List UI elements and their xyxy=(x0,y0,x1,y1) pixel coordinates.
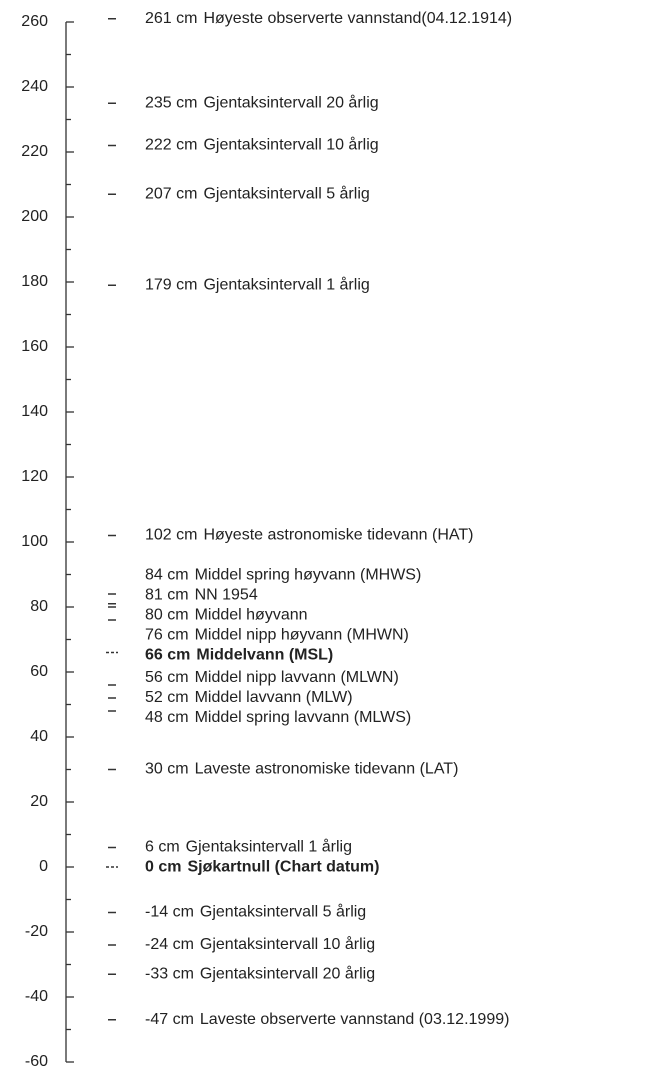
level-label: 30 cm Laveste astronomiske tidevann (LAT) xyxy=(145,761,458,778)
level-label: 48 cm Middel spring lavvann (MLWS) xyxy=(145,709,411,726)
level-value-label: 80 cm xyxy=(145,607,189,624)
level-label: 235 cm Gjentaksintervall 20 årlig xyxy=(145,93,379,111)
y-tick-label: 0 xyxy=(39,858,48,875)
level-label: 102 cm Høyeste astronomiske tidevann (HAT… xyxy=(145,527,473,544)
level-label: 66 cm Middelvann (MSL) xyxy=(145,647,333,664)
level-value-label: 207 cm xyxy=(145,185,197,202)
level-label: 6 cm Gjentaksintervall 1 årlig xyxy=(145,837,352,855)
level-value-label: 52 cm xyxy=(145,689,189,706)
level-name: Middelvann (MSL) xyxy=(196,647,333,664)
level-name: Gjentaksintervall 5 årlig xyxy=(203,184,369,202)
level-label: 0 cm Sjøkartnull (Chart datum) xyxy=(145,858,379,875)
level-name: Høyeste astronomiske tidevann (HAT) xyxy=(203,527,473,544)
y-tick-label: 260 xyxy=(21,13,48,30)
level-value-label: 56 cm xyxy=(145,669,189,686)
level-value-label: 261 cm xyxy=(145,10,197,27)
level-label: 56 cm Middel nipp lavvann (MLWN) xyxy=(145,669,399,686)
level-label: 81 cm NN 1954 xyxy=(145,587,258,604)
level-name: Gjentaksintervall 1 årlig xyxy=(203,275,369,293)
level-value-label: -24 cm xyxy=(145,936,194,953)
y-tick-label: 100 xyxy=(21,533,48,550)
level-value-label: 102 cm xyxy=(145,527,197,544)
level-name: Høyeste observerte vannstand(04.12.1914) xyxy=(203,10,512,27)
y-tick-label: 200 xyxy=(21,208,48,225)
level-name: Middel lavvann (MLW) xyxy=(195,689,353,706)
level-label: 222 cm Gjentaksintervall 10 årlig xyxy=(145,136,379,154)
level-name: Laveste astronomiske tidevann (LAT) xyxy=(195,761,459,778)
level-label: 261 cm Høyeste observerte vannstand(04.12… xyxy=(145,10,512,27)
y-tick-label: 120 xyxy=(21,468,48,485)
level-name: Middel nipp høyvann (MHWN) xyxy=(195,627,409,644)
level-value-label: 76 cm xyxy=(145,627,189,644)
level-name: Gjentaksintervall 20 årlig xyxy=(200,964,375,982)
level-name: Gjentaksintervall 10 årlig xyxy=(203,136,378,154)
level-value-label: 84 cm xyxy=(145,567,189,584)
y-tick-label: 160 xyxy=(21,338,48,355)
level-value-label: 30 cm xyxy=(145,761,189,778)
level-name: Gjentaksintervall 5 årlig xyxy=(200,903,366,921)
level-name: Gjentaksintervall 1 årlig xyxy=(186,837,352,855)
level-label: -24 cm Gjentaksintervall 10 årlig xyxy=(145,935,375,953)
level-label: 80 cm Middel høyvann xyxy=(145,607,308,624)
level-name: Gjentaksintervall 20 årlig xyxy=(203,93,378,111)
level-name: Middel spring høyvann (MHWS) xyxy=(195,567,422,584)
level-label: 207 cm Gjentaksintervall 5 årlig xyxy=(145,184,370,202)
level-value-label: -47 cm xyxy=(145,1011,194,1028)
y-tick-label: 80 xyxy=(30,598,48,615)
level-value-label: 179 cm xyxy=(145,276,197,293)
y-tick-label: 240 xyxy=(21,78,48,95)
level-value-label: 81 cm xyxy=(145,587,189,604)
level-value-label: 48 cm xyxy=(145,709,189,726)
level-name: Middel spring lavvann (MLWS) xyxy=(195,709,412,726)
y-tick-label: 180 xyxy=(21,273,48,290)
level-value-label: 222 cm xyxy=(145,137,197,154)
level-value-label: 0 cm xyxy=(145,858,181,875)
level-value-label: 66 cm xyxy=(145,647,190,664)
level-value-label: 235 cm xyxy=(145,94,197,111)
level-label: -33 cm Gjentaksintervall 20 årlig xyxy=(145,964,375,982)
level-name: NN 1954 xyxy=(195,587,258,604)
level-label: -14 cm Gjentaksintervall 5 årlig xyxy=(145,903,366,921)
y-tick-label: 20 xyxy=(30,793,48,810)
y-tick-label: -40 xyxy=(25,988,48,1005)
level-name: Sjøkartnull (Chart datum) xyxy=(187,858,379,875)
y-tick-label: 140 xyxy=(21,403,48,420)
level-name: Laveste observerte vannstand (03.12.1999… xyxy=(200,1011,510,1028)
y-tick-label: 40 xyxy=(30,728,48,745)
level-value-label: -14 cm xyxy=(145,904,194,921)
level-value-label: -33 cm xyxy=(145,965,194,982)
level-label: -47 cm Laveste observerte vannstand (03.1… xyxy=(145,1011,509,1028)
level-name: Middel høyvann xyxy=(195,607,308,624)
level-name: Gjentaksintervall 10 årlig xyxy=(200,935,375,953)
level-label: 179 cm Gjentaksintervall 1 årlig xyxy=(145,275,370,293)
level-label: 52 cm Middel lavvann (MLW) xyxy=(145,689,353,706)
y-tick-label: 60 xyxy=(30,663,48,680)
level-label: 76 cm Middel nipp høyvann (MHWN) xyxy=(145,627,409,644)
level-value-label: 6 cm xyxy=(145,838,180,855)
y-tick-label: -60 xyxy=(25,1053,48,1070)
y-tick-label: -20 xyxy=(25,923,48,940)
level-label: 84 cm Middel spring høyvann (MHWS) xyxy=(145,567,421,584)
y-tick-label: 220 xyxy=(21,143,48,160)
level-name: Middel nipp lavvann (MLWN) xyxy=(195,669,399,686)
